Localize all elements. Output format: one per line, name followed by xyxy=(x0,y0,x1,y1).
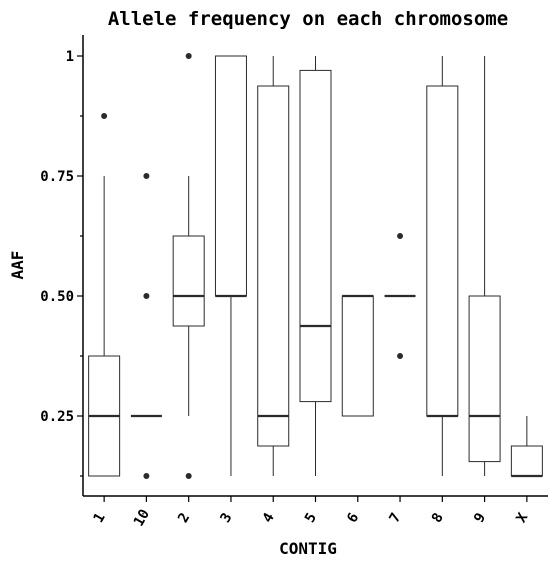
iqr-box xyxy=(341,295,374,417)
x-tick-label: 1 xyxy=(91,510,109,525)
outlier-point xyxy=(185,53,192,59)
outlier-point xyxy=(101,113,108,119)
x-axis: 1 10 2 3 4 5 6 7 8 9 X xyxy=(83,495,548,530)
x-tick-label: 6 xyxy=(344,510,362,525)
x-tick-label: 10 xyxy=(131,507,153,530)
plot-area xyxy=(88,53,543,479)
iqr-box xyxy=(214,55,247,297)
y-tick-label: 1 xyxy=(66,49,74,65)
x-tick-label: 8 xyxy=(429,510,447,525)
x-tick-label: 3 xyxy=(217,510,235,525)
box-group-7 xyxy=(384,233,416,359)
outlier-point xyxy=(185,473,192,479)
box-group-X xyxy=(510,416,543,478)
iqr-box xyxy=(468,295,501,463)
x-tick-label: 5 xyxy=(302,510,320,525)
chart-title: Allele frequency on each chromosome xyxy=(108,8,508,30)
x-tick-label: 9 xyxy=(471,510,489,525)
outlier-point xyxy=(143,173,150,179)
box-group-6 xyxy=(341,294,374,417)
y-tick-label: 0.25 xyxy=(40,409,74,425)
box-group-9 xyxy=(468,56,501,476)
outlier-point xyxy=(397,353,404,359)
x-tick-label: 2 xyxy=(175,510,193,525)
box-group-5 xyxy=(299,56,332,476)
y-axis: 1 0.75 0.50 0.25 xyxy=(40,35,84,496)
box-group-4 xyxy=(257,56,290,476)
box-group-8 xyxy=(426,56,459,476)
iqr-box xyxy=(510,445,543,477)
box-group-1 xyxy=(88,113,121,477)
x-axis-label: CONTIG xyxy=(279,539,337,558)
y-tick-label: 0.50 xyxy=(40,289,74,305)
x-tick-label: 7 xyxy=(387,510,405,525)
x-tick-label: 4 xyxy=(260,510,278,525)
box-group-2 xyxy=(172,53,205,479)
y-tick-label: 0.75 xyxy=(40,169,74,185)
iqr-box xyxy=(426,85,459,417)
outlier-point xyxy=(397,233,404,239)
outlier-point xyxy=(143,293,150,299)
box-group-3 xyxy=(214,55,247,476)
iqr-box xyxy=(257,85,290,447)
iqr-box xyxy=(172,235,205,327)
y-axis-label: AAF xyxy=(8,251,27,280)
x-tick-label: X xyxy=(513,510,531,526)
box-group-10 xyxy=(130,173,162,479)
iqr-box xyxy=(299,69,332,403)
outlier-point xyxy=(143,473,150,479)
